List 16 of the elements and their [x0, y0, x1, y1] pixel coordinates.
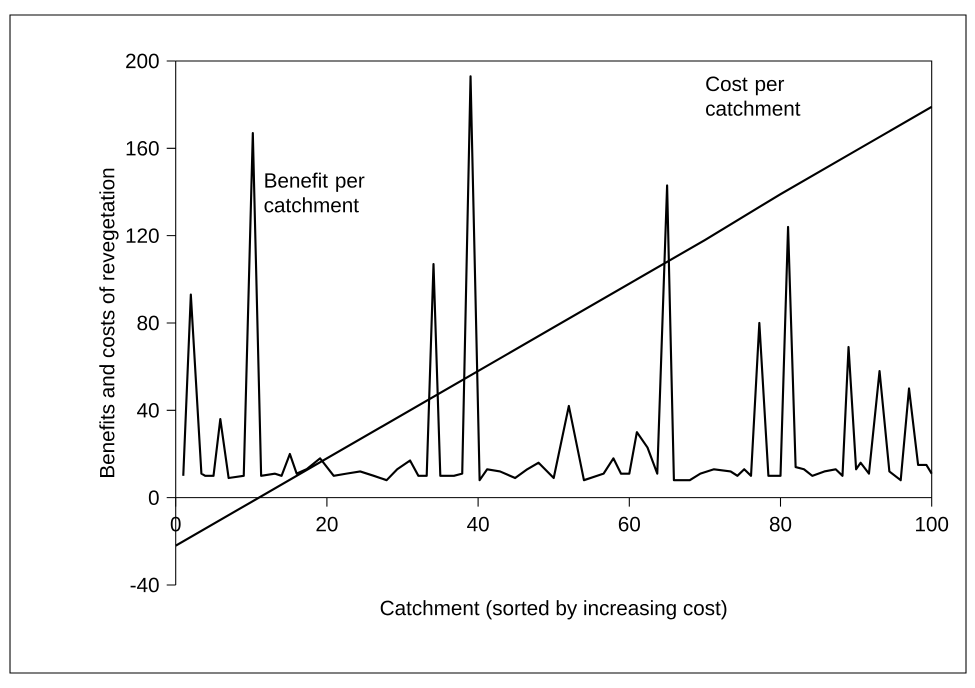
series-label: Benefit per catchment [264, 172, 364, 212]
x-tick-label: 60 [618, 516, 640, 532]
y-tick-label: 80 [137, 316, 159, 330]
y-tick-label: 120 [126, 228, 159, 243]
y-tick-label: -40 [130, 578, 159, 592]
x-tick-label: 100 [916, 516, 948, 532]
x-axis-title: Catchment (sorted by increasing cost) [380, 600, 726, 620]
y-tick-label: 40 [137, 403, 159, 418]
x-tick-label: 80 [770, 516, 792, 532]
y-tick-label: 200 [126, 54, 159, 68]
y-tick-label: 0 [148, 490, 159, 505]
x-tick-label: 20 [316, 516, 338, 532]
y-tick-label: 160 [126, 141, 159, 156]
x-tick-label: 40 [467, 516, 489, 532]
text: Cost per catchment [706, 76, 800, 116]
y-axis-title: Benefits and costs of revegetation [99, 168, 119, 477]
